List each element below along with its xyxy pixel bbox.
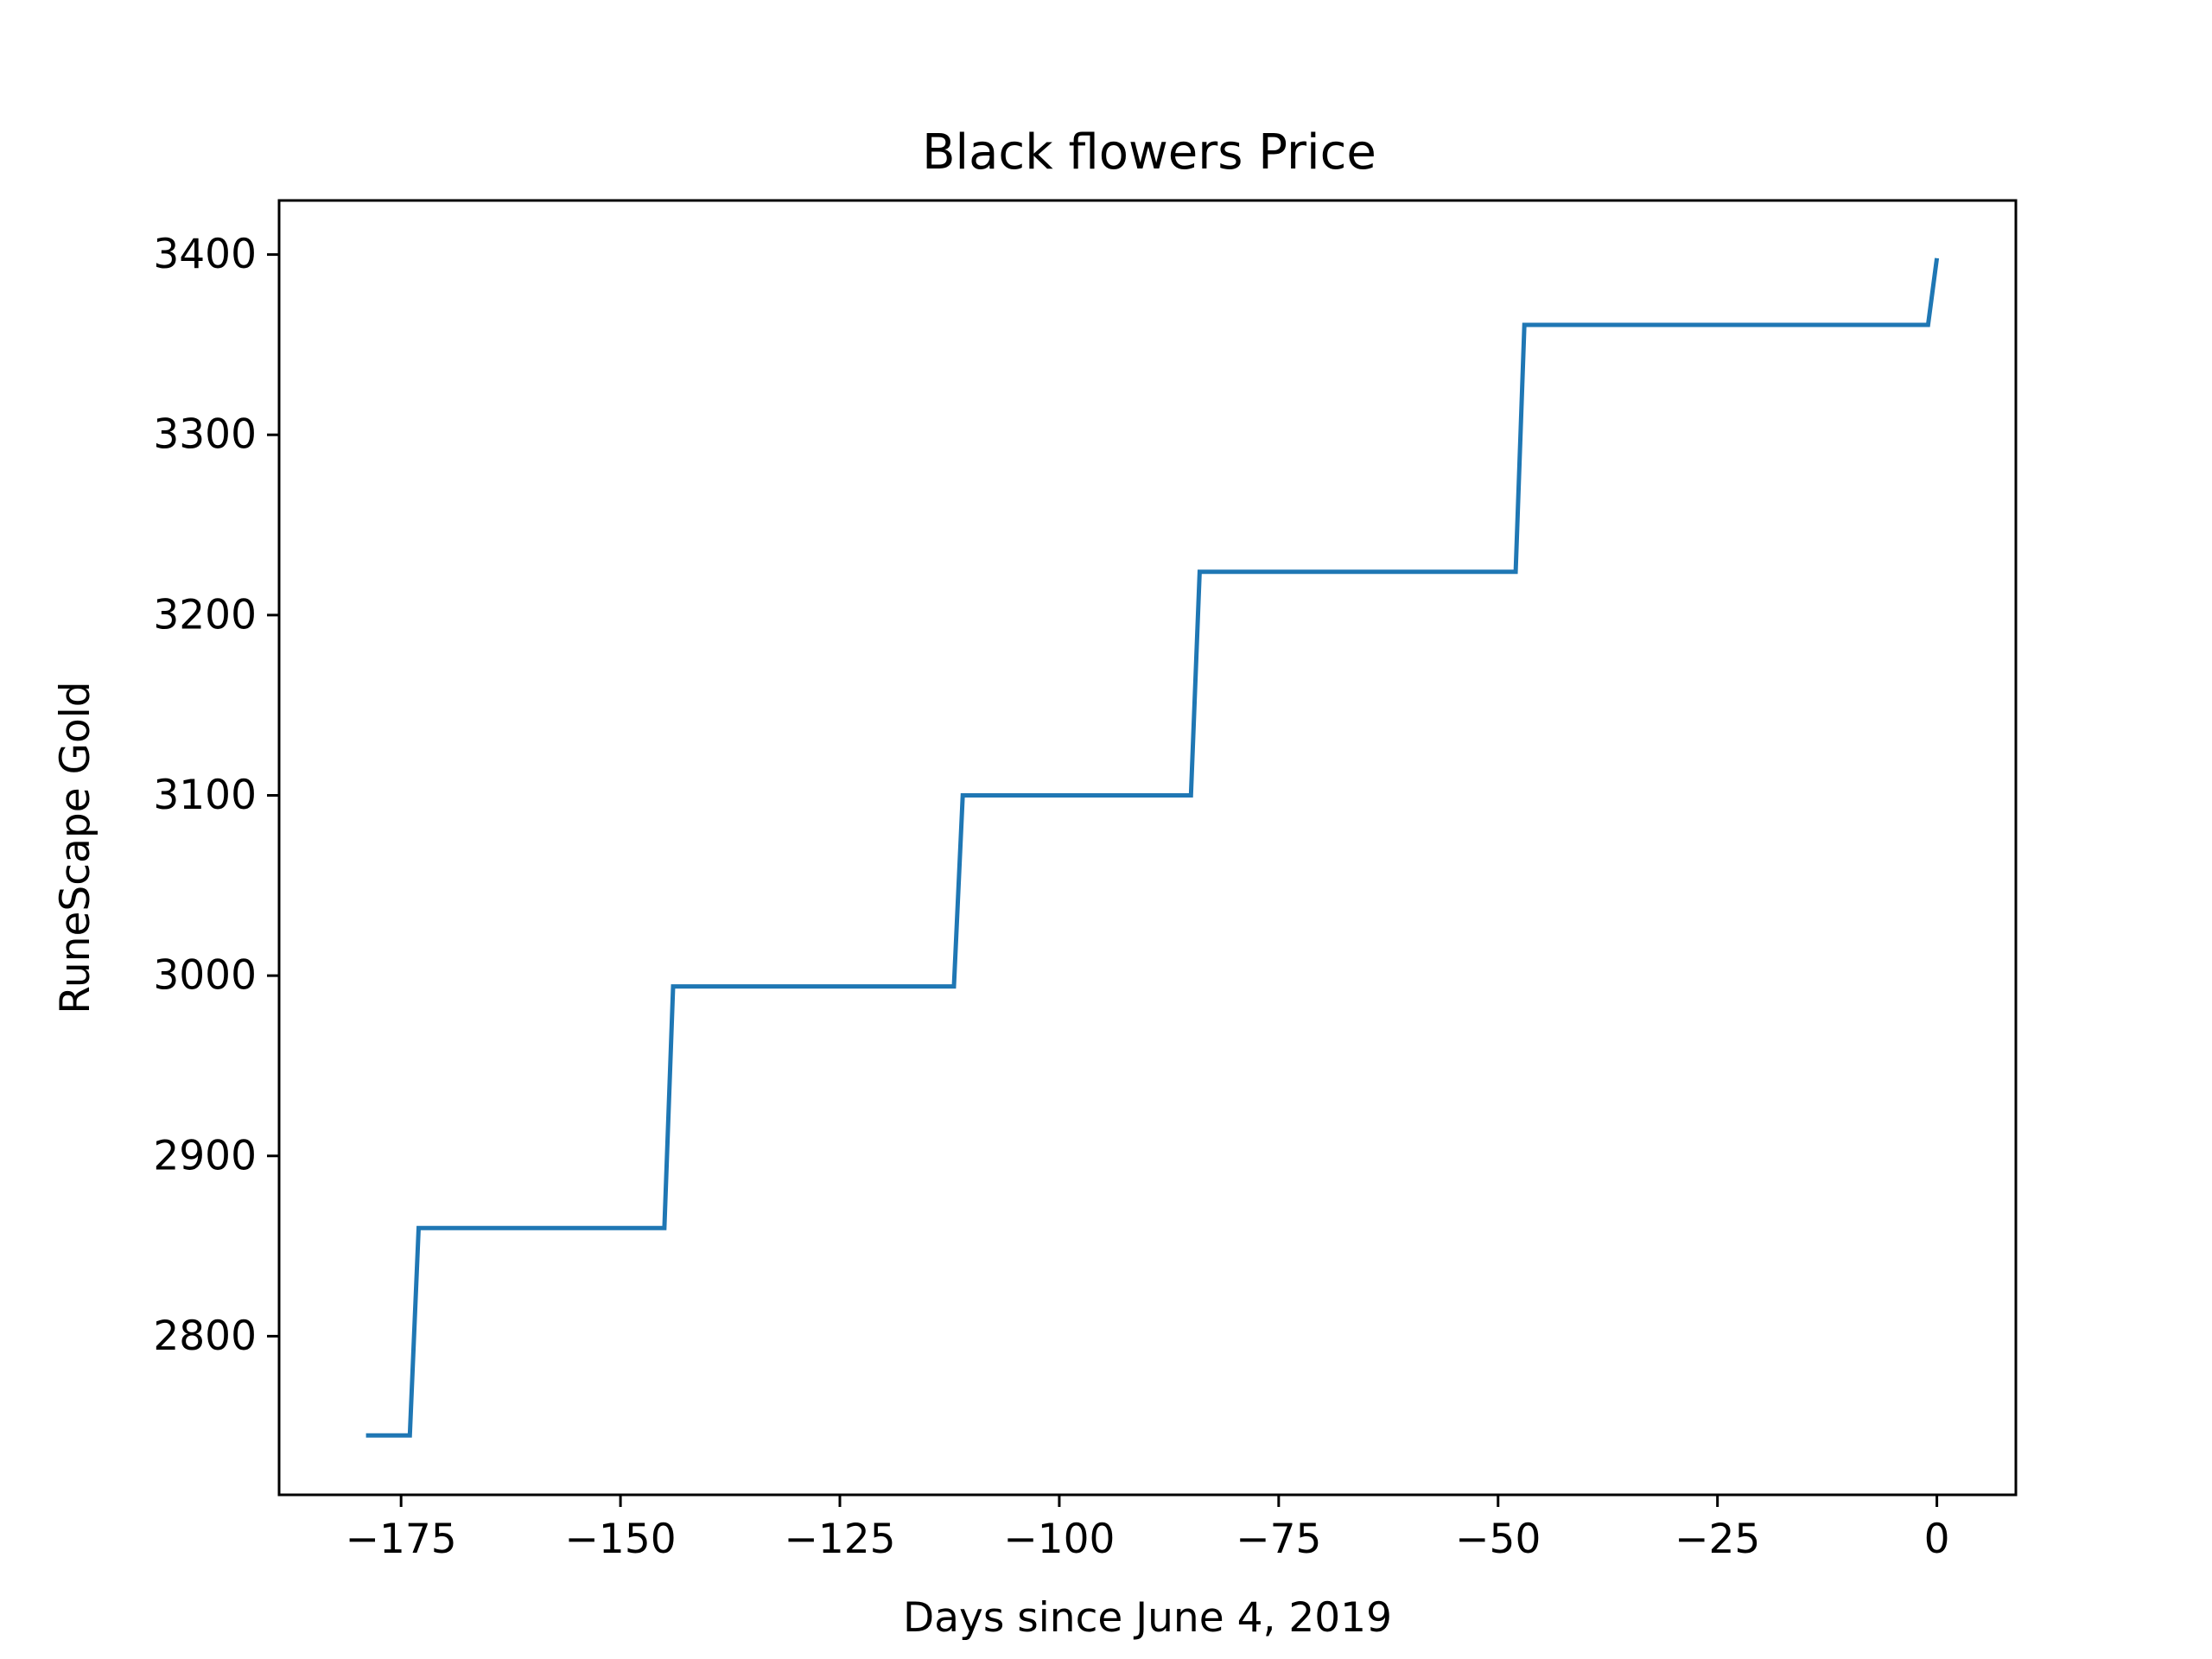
x-tick-label: −25 bbox=[1675, 1516, 1760, 1563]
x-tick-label: −100 bbox=[1003, 1516, 1115, 1563]
y-tick-label: 3200 bbox=[153, 591, 257, 639]
y-tick-label: 3100 bbox=[153, 772, 257, 819]
x-axis: −175 −150 −125 −100 −75 −50 −25 0 bbox=[346, 1495, 1950, 1563]
y-axis: 2800 2900 3000 3100 3200 3300 3400 bbox=[153, 231, 279, 1360]
plot-frame bbox=[277, 199, 2018, 1497]
x-tick-label: −50 bbox=[1455, 1516, 1541, 1563]
y-tick-label: 3000 bbox=[153, 952, 257, 1000]
x-tick-label: −150 bbox=[565, 1516, 677, 1563]
chart-title: Black flowers Price bbox=[922, 124, 1376, 181]
plot-area bbox=[365, 257, 1940, 1438]
x-tick-label: −125 bbox=[784, 1516, 895, 1563]
y-tick-label: 2800 bbox=[153, 1313, 257, 1360]
x-axis-label: Days since June 4, 2019 bbox=[903, 1594, 1392, 1642]
y-tick-label: 2900 bbox=[153, 1132, 257, 1179]
price-series-line bbox=[365, 257, 1940, 1438]
y-tick-label: 3400 bbox=[153, 231, 257, 278]
x-tick-label: −175 bbox=[346, 1516, 457, 1563]
x-tick-label: 0 bbox=[1924, 1516, 1950, 1563]
y-axis-label: RuneScape Gold bbox=[52, 681, 99, 1014]
x-tick-label: −75 bbox=[1236, 1516, 1321, 1563]
y-tick-label: 3300 bbox=[153, 411, 257, 459]
